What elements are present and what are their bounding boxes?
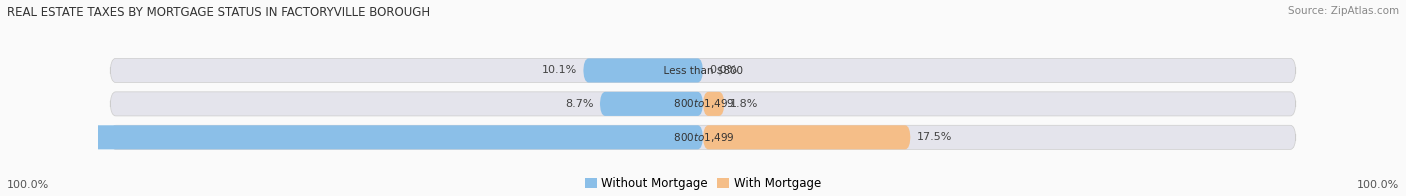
- FancyBboxPatch shape: [583, 58, 703, 83]
- Text: 8.7%: 8.7%: [565, 99, 593, 109]
- FancyBboxPatch shape: [110, 92, 1296, 116]
- Text: 1.8%: 1.8%: [730, 99, 759, 109]
- FancyBboxPatch shape: [0, 125, 703, 149]
- Text: $800 to $1,499: $800 to $1,499: [666, 97, 740, 110]
- Text: REAL ESTATE TAXES BY MORTGAGE STATUS IN FACTORYVILLE BOROUGH: REAL ESTATE TAXES BY MORTGAGE STATUS IN …: [7, 6, 430, 19]
- Text: 17.5%: 17.5%: [917, 132, 952, 142]
- Text: Less than $800: Less than $800: [657, 65, 749, 75]
- FancyBboxPatch shape: [600, 92, 703, 116]
- Text: Source: ZipAtlas.com: Source: ZipAtlas.com: [1288, 6, 1399, 16]
- Text: 100.0%: 100.0%: [7, 180, 49, 190]
- Text: $800 to $1,499: $800 to $1,499: [666, 131, 740, 144]
- Legend: Without Mortgage, With Mortgage: Without Mortgage, With Mortgage: [585, 177, 821, 190]
- Text: 100.0%: 100.0%: [1357, 180, 1399, 190]
- FancyBboxPatch shape: [110, 58, 1296, 83]
- FancyBboxPatch shape: [703, 92, 724, 116]
- FancyBboxPatch shape: [110, 125, 1296, 149]
- Text: 0.0%: 0.0%: [709, 65, 737, 75]
- FancyBboxPatch shape: [703, 125, 911, 149]
- Text: 10.1%: 10.1%: [543, 65, 578, 75]
